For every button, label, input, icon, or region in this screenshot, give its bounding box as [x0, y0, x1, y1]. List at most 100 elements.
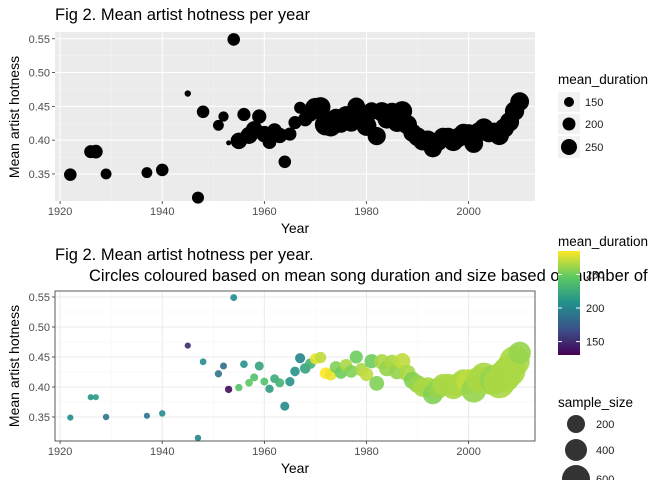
chart-1-x-tick-label: 1920 [48, 206, 72, 218]
chart-2-colorbar-tick-label: 150 [586, 337, 604, 349]
chart-1-point [212, 119, 224, 131]
chart-1-point [196, 105, 210, 119]
chart-2-size-label-600: 600 [596, 474, 614, 480]
chart-2-size-legend-title: sample_size [558, 395, 633, 410]
chart-2-point [285, 376, 295, 387]
chart-1-point [227, 33, 241, 46]
chart-2-title: Fig 2. Mean artist hotness per year. [55, 246, 314, 264]
chart-2-point [280, 401, 290, 411]
chart-1-x-tick-label: 1980 [354, 206, 378, 218]
chart-2-x-tick-label: 1940 [150, 446, 174, 458]
chart-2-point [265, 384, 274, 394]
chart-2-colorbar-ticks: 150 200 250 [558, 269, 604, 349]
chart-1-legend-key-150 [564, 97, 574, 107]
chart-1-point [294, 101, 307, 114]
chart-1-title: Fig 2. Mean artist hotness per year [55, 6, 310, 24]
chart-1-point [347, 97, 366, 116]
chart-2-grid [55, 291, 535, 441]
chart-1-points [64, 33, 530, 204]
chart-2-size-key-600 [562, 465, 590, 480]
chart-1-y-tick-label: 0.35 [29, 169, 50, 181]
chart-2-point [92, 394, 99, 401]
chart-2: Fig 2. Mean artist hotness per year. Cir… [6, 234, 648, 480]
chart-1-legend-key-200 [562, 117, 576, 131]
chart-2-point [359, 367, 374, 382]
chart-2-point [158, 410, 166, 417]
chart-1-point [278, 155, 292, 169]
chart-2-point [314, 351, 327, 364]
chart-2-point [214, 370, 223, 378]
chart-2-point [250, 373, 259, 382]
chart-1-legend-key-250 [561, 139, 577, 155]
chart-2-size-key-400 [565, 439, 587, 461]
chart-1-point [89, 144, 103, 159]
chart-2-x-axis-label: Year [281, 460, 310, 476]
chart-2-point [344, 365, 358, 378]
chart-2-point [275, 378, 285, 388]
chart-2-colorbar-tick-label: 200 [586, 303, 604, 315]
chart-2-point [295, 353, 306, 364]
chart-2-colorbar-legend: mean_duration 150 200 250 [558, 234, 648, 355]
chart-2-y-tick-label: 0.35 [29, 412, 50, 424]
chart-1-point [184, 90, 191, 97]
chart-1-x-tick-label: 1960 [252, 206, 276, 218]
chart-2-point [349, 350, 363, 364]
chart-1-point [237, 107, 251, 122]
chart-2-point [290, 366, 300, 377]
chart-2-point [102, 413, 110, 421]
chart-2-point [220, 362, 227, 370]
chart-2-size-legend: sample_size 200 400 600 [558, 395, 633, 480]
chart-2-subtitle: Circles coloured based on mean song dura… [89, 267, 648, 285]
chart-1-legend-title: mean_duration [558, 72, 648, 87]
chart-2-x-tick-label: 1980 [354, 446, 378, 458]
chart-1-y-axis-label: Mean artist hotness [6, 56, 22, 178]
chart-2-size-label-200: 200 [596, 419, 614, 431]
chart-1-point [100, 168, 112, 180]
chart-2-point [184, 342, 191, 349]
chart-1-point [155, 163, 169, 177]
chart-2-size-key-200 [567, 415, 585, 433]
chart-1-point [141, 167, 153, 179]
chart-2-x-tick-label: 1920 [48, 446, 72, 458]
chart-2-point [369, 376, 385, 391]
chart-1-point [191, 191, 204, 204]
chart-1-ticks: 1920 1940 1960 1980 2000 0.35 0.40 0.45 0.50 0.55 [29, 34, 481, 218]
chart-2-colorbar-tick-label: 250 [586, 269, 604, 281]
chart-1-x-tick-label: 2000 [456, 206, 480, 218]
chart-2-point [224, 385, 233, 394]
chart-1-legend-label-150: 150 [585, 97, 603, 109]
chart-2-point [194, 434, 202, 442]
chart-2-point [67, 414, 74, 421]
chart-2-y-tick-label: 0.45 [29, 352, 50, 364]
chart-1: Fig 2. Mean artist hotness per year 1920… [6, 6, 648, 236]
chart-1-legend-label-200: 200 [585, 119, 603, 131]
chart-1-x-axis-label: Year [281, 220, 310, 236]
chart-2-x-tick-label: 2000 [456, 446, 480, 458]
chart-2-point [240, 360, 248, 369]
chart-2-point [199, 358, 207, 366]
chart-2-panel-border [54, 290, 536, 442]
chart-2-panel [55, 291, 535, 441]
chart-2-point [143, 412, 151, 419]
chart-2-y-axis-label: Mean artist hotness [6, 305, 22, 427]
chart-2-point [235, 383, 243, 392]
chart-2-size-label-400: 400 [596, 445, 614, 457]
chart-1-point [367, 127, 386, 146]
chart-1-point [310, 97, 331, 117]
chart-2-y-tick-label: 0.50 [29, 322, 50, 334]
chart-1-point [283, 127, 297, 141]
chart-1-x-tick-label: 1940 [150, 206, 174, 218]
chart-1-point [510, 92, 530, 112]
chart-2-colorbar [558, 251, 580, 355]
chart-1-point [271, 127, 288, 144]
chart-1-point [226, 140, 232, 146]
chart-2-points [67, 294, 531, 442]
chart-2-point [260, 377, 269, 386]
chart-1-point [252, 109, 267, 124]
chart-2-y-tick-label: 0.40 [29, 382, 50, 394]
chart-1-y-tick-label: 0.45 [29, 101, 50, 113]
chart-1-point [64, 168, 77, 181]
chart-1-legend: mean_duration 150 200 250 [558, 72, 648, 158]
chart-2-y-tick-label: 0.55 [29, 292, 50, 304]
